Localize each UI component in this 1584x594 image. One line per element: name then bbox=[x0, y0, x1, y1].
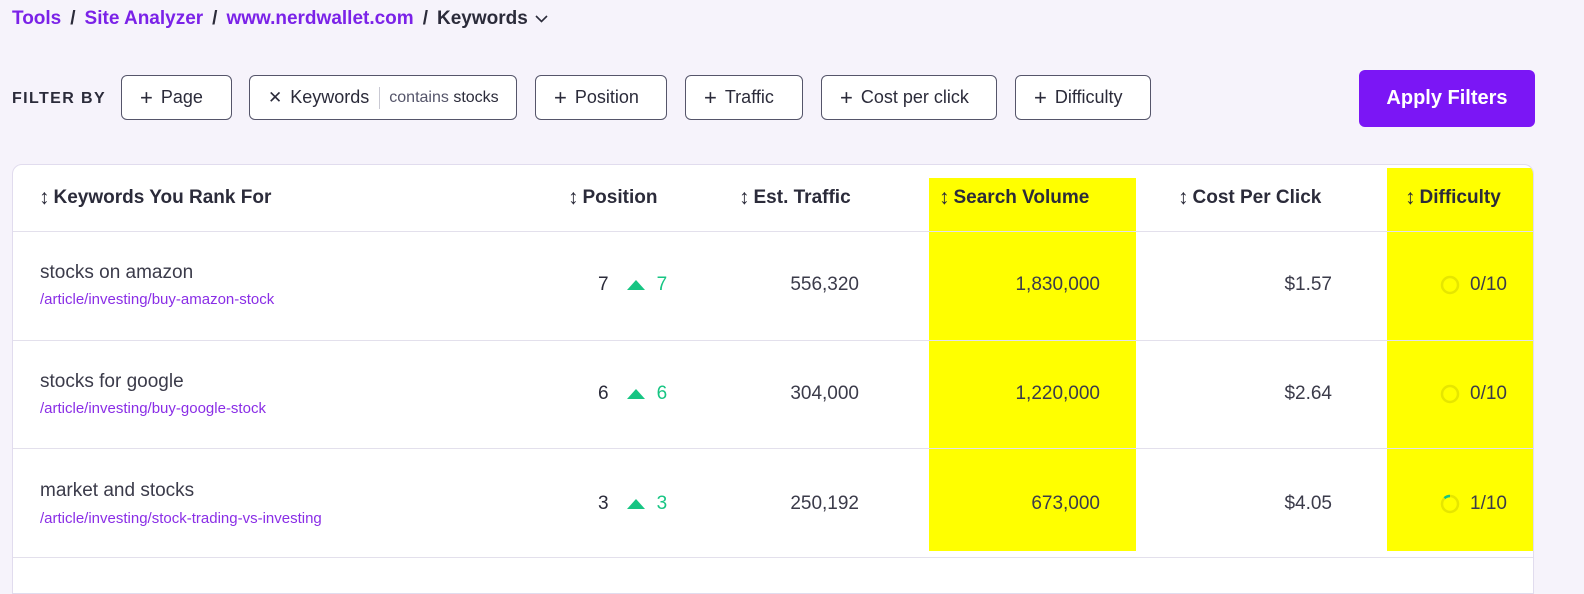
est-traffic-value: 250,192 bbox=[790, 493, 859, 514]
cost-per-click-value: $2.64 bbox=[1284, 383, 1332, 404]
difficulty-value: 1/10 bbox=[1470, 493, 1507, 514]
filter-chip-label: Traffic bbox=[724, 87, 774, 107]
column-header-cost-per-click[interactable]: ↕ Cost Per Click bbox=[1178, 165, 1321, 231]
difficulty-ring-icon bbox=[1440, 494, 1460, 514]
close-icon[interactable]: ✕ bbox=[268, 87, 283, 107]
column-header-est-traffic[interactable]: ↕ Est. Traffic bbox=[739, 165, 851, 231]
position-change: 6 bbox=[656, 383, 668, 404]
difficulty-value: 0/10 bbox=[1470, 383, 1507, 404]
search-volume-value: 673,000 bbox=[1031, 493, 1100, 514]
column-header-label: Keywords You Rank For bbox=[53, 187, 272, 208]
filter-chip-label: Cost per click bbox=[860, 87, 969, 107]
keywords-table: ↕ Keywords You Rank For ↕ Position ↕ Est… bbox=[12, 164, 1534, 594]
chip-divider bbox=[379, 86, 381, 109]
difficulty-value: 0/10 bbox=[1470, 274, 1507, 295]
position-cell: 3 3 bbox=[598, 493, 667, 515]
filter-chip-keywords[interactable]: ✕ Keywords contains stocks bbox=[249, 75, 517, 120]
keyword-text: market and stocks bbox=[40, 480, 195, 501]
est-traffic-value: 556,320 bbox=[790, 274, 859, 295]
column-header-difficulty[interactable]: ↕ Difficulty bbox=[1405, 165, 1501, 231]
sort-icon: ↕ bbox=[1178, 186, 1189, 209]
row-divider bbox=[13, 557, 1533, 558]
sort-icon: ↕ bbox=[939, 186, 950, 209]
filter-chip-traffic[interactable]: + Traffic bbox=[685, 75, 803, 120]
difficulty-cell: 1/10 bbox=[1440, 493, 1507, 515]
search-volume-highlight bbox=[929, 178, 1136, 551]
sort-icon: ↕ bbox=[39, 186, 50, 209]
breadcrumb-site-analyzer-link[interactable]: Site Analyzer bbox=[84, 8, 204, 29]
column-header-keywords[interactable]: ↕ Keywords You Rank For bbox=[39, 165, 271, 231]
sort-icon: ↕ bbox=[739, 186, 750, 209]
difficulty-cell: 0/10 bbox=[1440, 274, 1507, 296]
position-cell: 7 7 bbox=[598, 274, 667, 296]
difficulty-ring-icon bbox=[1440, 384, 1460, 404]
keyword-text: stocks on amazon bbox=[40, 262, 194, 283]
position-value: 7 bbox=[598, 274, 609, 295]
filter-chip-page[interactable]: + Page bbox=[121, 75, 232, 120]
filter-chip-cost-per-click[interactable]: + Cost per click bbox=[821, 75, 997, 120]
column-header-label: Search Volume bbox=[953, 187, 1090, 208]
arrow-up-icon bbox=[626, 499, 645, 509]
filter-condition-operator: contains bbox=[389, 88, 449, 106]
row-divider bbox=[13, 448, 1533, 449]
position-change: 7 bbox=[656, 274, 668, 295]
filter-chip-label: Difficulty bbox=[1054, 87, 1123, 107]
keyword-url-link[interactable]: /article/investing/buy-amazon-stock bbox=[40, 291, 275, 308]
search-volume-value: 1,830,000 bbox=[1015, 274, 1100, 295]
arrow-up-icon bbox=[626, 389, 645, 399]
position-cell: 6 6 bbox=[598, 383, 667, 405]
plus-icon: + bbox=[140, 84, 153, 110]
filter-condition: contains stocks bbox=[389, 89, 498, 107]
cost-per-click-value: $1.57 bbox=[1284, 274, 1332, 295]
breadcrumb-separator: / bbox=[70, 8, 76, 29]
search-volume-value: 1,220,000 bbox=[1015, 383, 1100, 404]
filter-chip-difficulty[interactable]: + Difficulty bbox=[1015, 75, 1151, 120]
position-value: 3 bbox=[598, 493, 609, 514]
filter-chip-label: Position bbox=[574, 87, 639, 107]
keyword-text: stocks for google bbox=[40, 371, 184, 392]
filter-chip-position[interactable]: + Position bbox=[535, 75, 667, 120]
column-header-label: Est. Traffic bbox=[753, 187, 851, 208]
plus-icon: + bbox=[704, 84, 717, 110]
difficulty-cell: 0/10 bbox=[1440, 383, 1507, 405]
breadcrumb-tools-link[interactable]: Tools bbox=[12, 8, 62, 29]
sort-icon: ↕ bbox=[1405, 186, 1416, 209]
column-header-label: Position bbox=[582, 187, 658, 208]
plus-icon: + bbox=[840, 84, 853, 110]
difficulty-ring-icon bbox=[1440, 275, 1460, 295]
sort-icon: ↕ bbox=[568, 186, 579, 209]
keyword-url-link[interactable]: /article/investing/buy-google-stock bbox=[40, 400, 266, 417]
cost-per-click-value: $4.05 bbox=[1284, 493, 1332, 514]
chevron-down-icon bbox=[535, 15, 548, 23]
arrow-up-icon bbox=[626, 280, 645, 290]
filter-chip-label: Page bbox=[160, 87, 203, 107]
breadcrumb-keywords-dropdown[interactable]: Keywords bbox=[437, 8, 548, 30]
column-header-label: Cost Per Click bbox=[1192, 187, 1322, 208]
plus-icon: + bbox=[1034, 84, 1047, 110]
position-value: 6 bbox=[598, 383, 609, 404]
apply-filters-button[interactable]: Apply Filters bbox=[1359, 70, 1535, 127]
breadcrumb: Tools / Site Analyzer / www.nerdwallet.c… bbox=[12, 8, 548, 30]
breadcrumb-separator: / bbox=[212, 8, 218, 29]
breadcrumb-current-label: Keywords bbox=[436, 8, 528, 29]
filter-chip-label: Keywords bbox=[290, 87, 370, 107]
breadcrumb-separator: / bbox=[422, 8, 428, 29]
filter-by-label: FILTER BY bbox=[12, 90, 107, 107]
column-header-position[interactable]: ↕ Position bbox=[568, 165, 657, 231]
column-header-label: Difficulty bbox=[1419, 187, 1501, 208]
column-header-search-volume[interactable]: ↕ Search Volume bbox=[939, 165, 1089, 231]
plus-icon: + bbox=[554, 84, 567, 110]
breadcrumb-domain-link[interactable]: www.nerdwallet.com bbox=[226, 8, 414, 29]
row-divider bbox=[13, 231, 1533, 232]
position-change: 3 bbox=[656, 493, 668, 514]
filter-condition-value: stocks bbox=[453, 88, 499, 106]
keyword-url-link[interactable]: /article/investing/stock-trading-vs-inve… bbox=[40, 510, 322, 527]
row-divider bbox=[13, 340, 1533, 341]
est-traffic-value: 304,000 bbox=[790, 383, 859, 404]
